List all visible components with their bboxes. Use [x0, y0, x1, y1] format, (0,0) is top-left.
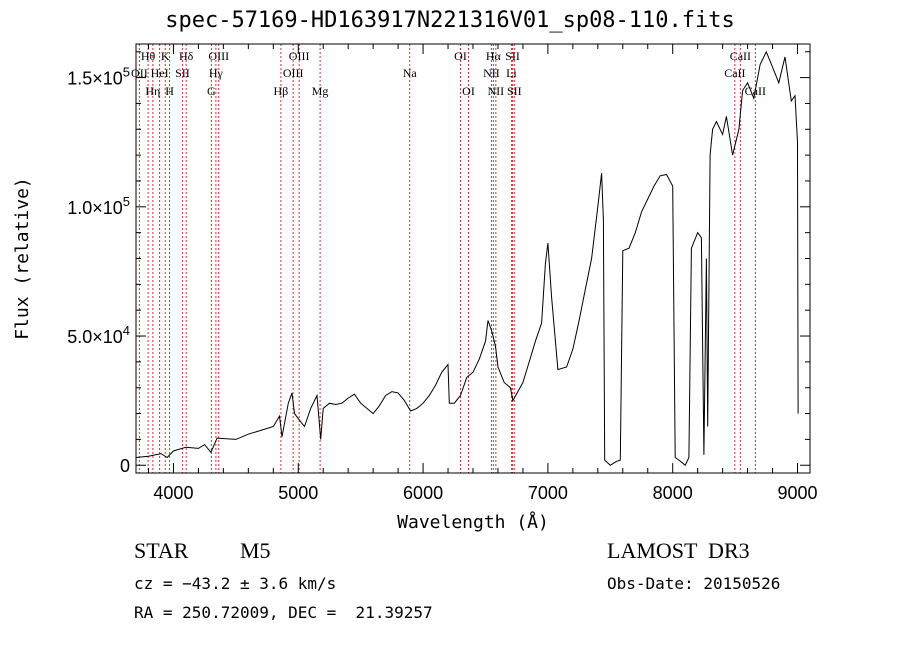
x-tick-label: 4000 [153, 483, 193, 503]
survey-name: LAMOST DR3 [607, 538, 750, 563]
line-label: Na [403, 66, 418, 80]
line-label: HeI [151, 66, 169, 80]
x-axis: 4000 5000 6000 7000 8000 9000 [147, 44, 818, 503]
line-label: G [207, 84, 216, 98]
subclass: M5 [240, 538, 271, 563]
y-axis-label: Flux (relative) [12, 177, 33, 340]
spectrum-line [135, 50, 799, 466]
line-label: H [165, 84, 174, 98]
line-label: Mg [312, 84, 329, 98]
line-label: Li [506, 66, 517, 80]
x-tick-label: 5000 [278, 483, 318, 503]
y-axis: 0 5.0×104 1.0×105 1.5×105 [67, 51, 810, 476]
line-label: OII [131, 66, 148, 80]
line-label: Hη [145, 84, 160, 98]
line-markers [138, 44, 756, 473]
line-label: Hγ [209, 66, 224, 80]
coordinates: RA = 250.72009, DEC = 21.39257 [134, 603, 433, 622]
chart-title: spec-57169-HD163917N221316V01_sp08-110.f… [165, 8, 735, 33]
line-label: OI [462, 84, 475, 98]
y-tick-label: 1.5×105 [67, 65, 130, 89]
line-label: NII [488, 84, 505, 98]
line-label: SII [505, 49, 520, 63]
object-class: STAR [134, 538, 189, 563]
x-tick-label: 9000 [777, 483, 817, 503]
line-label: Hβ [274, 84, 289, 98]
line-label: SII [175, 66, 190, 80]
line-label: Hδ [179, 49, 194, 63]
line-label: K [161, 49, 170, 63]
line-label: OIII [289, 49, 310, 63]
line-label: OIII [283, 66, 304, 80]
y-tick-label: 1.0×105 [67, 194, 130, 218]
redshift-cz: cz = −43.2 ± 3.6 km/s [134, 574, 337, 593]
x-axis-label: Wavelength (Å) [397, 511, 549, 533]
line-label: CaII [724, 66, 745, 80]
obs-date: Obs-Date: 20150526 [607, 574, 781, 593]
line-label: Hθ [141, 49, 156, 63]
x-tick-label: 6000 [403, 483, 443, 503]
line-label: CaII [730, 49, 751, 63]
line-label: OI [454, 49, 467, 63]
line-label: NII [483, 66, 500, 80]
y-tick-label: 0 [120, 456, 130, 476]
line-label: OIII [208, 49, 229, 63]
line-label: SII [507, 84, 522, 98]
y-tick-label: 5.0×104 [67, 323, 130, 347]
x-tick-label: 8000 [653, 483, 693, 503]
line-label: Hα [486, 49, 502, 63]
x-tick-label: 7000 [528, 483, 568, 503]
